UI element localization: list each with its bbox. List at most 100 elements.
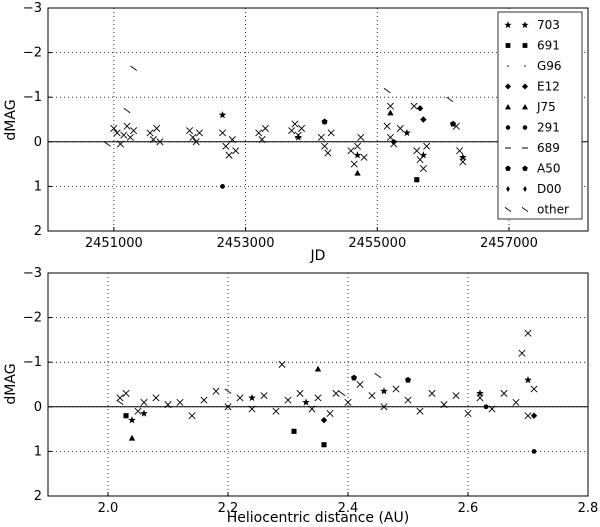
top-point-pentagon [321,118,328,125]
bottom-point-diamond [530,412,538,419]
legend-marker-circle [522,125,528,130]
bottom-point-tick [338,390,346,397]
bottom-point-diamond [320,416,328,424]
top-point-x [261,124,269,132]
bottom-xtick-label: 2.8 [578,501,599,516]
top-point-x [456,147,464,155]
bottom-point-triangle [314,365,322,372]
top-point-x [413,147,421,155]
legend-top: 703 691 G96 E12 J75 291 689 A50 D00 other [497,11,583,220]
top-point-x [192,138,200,146]
top-point-x [321,142,329,150]
plot-area-bottom [47,272,589,497]
top-point-star [353,151,362,159]
top-point-x [383,122,391,130]
bottom-point-x [284,396,292,404]
bottom-point-triangle [128,434,136,441]
top-ytick-label: 0 [34,135,42,150]
top-point-x [146,129,154,137]
top-point-x [419,165,427,173]
bottom-point-x [116,394,124,402]
bottom-point-x [440,401,448,409]
top-ytick-label: −1 [23,90,42,105]
top-point-x [288,127,296,135]
top-point-x [126,133,134,141]
bottom-point-x [476,394,484,402]
top-point-tick [446,96,454,103]
top-ytick-label: 1 [34,179,42,194]
bottom-point-x [332,389,340,397]
top-point-x [317,133,325,141]
top-point-tick [103,141,111,147]
top-point-x [459,158,467,166]
bottom-point-x [278,360,286,368]
top-point-star [459,153,467,161]
legend-marker-pentagon [522,165,528,171]
top-point-x [195,129,203,137]
chart-top: 2451000 2453000 2455000 2457000 −3 −2 −1 0 1 2 JD… [3,1,589,264]
bottom-point-x [140,398,148,406]
legend-marker-thin-diamond [506,186,510,192]
top-point-x [258,136,266,144]
chart-bottom: 2.0 2.2 2.4 2.6 2.8 −3 −2 −1 0 1 2 Heliocentric di… [3,266,598,526]
bottom-point-x [188,412,196,420]
bottom-point-square [291,428,297,434]
bottom-point-star [380,387,388,395]
bottom-point-x [464,409,472,418]
bottom-point-x [164,401,172,409]
top-xtick-label: 2457000 [480,236,538,251]
legend-label: 703 [537,18,560,32]
legend-marker-thin-diamond [523,186,527,192]
bottom-point-x [212,387,220,395]
top-point-x [360,153,368,161]
top-point-star [294,133,303,141]
legend-marker-circle [505,125,511,130]
top-point-x [350,160,358,168]
top-point-x [116,140,124,148]
legend-label: A50 [537,162,560,176]
bottom-point-x [524,329,532,337]
top-point-x [357,133,365,141]
top-point-circle [220,184,225,189]
bottom-point-x [368,392,376,400]
top-point-x [410,102,418,110]
top-point-triangle [387,109,394,116]
bottom-point-x [428,389,436,397]
bottom-point-x [356,380,364,389]
bottom-point-x [512,398,520,406]
bottom-xtick-label: 2.6 [458,501,479,516]
legend-frame [497,11,583,220]
bottom-point-x [380,403,388,411]
bottom-point-x [224,403,232,411]
legend-marker-square [505,43,511,48]
legend-marker-point [507,65,509,67]
top-point-x [189,133,197,141]
top-point-x [324,149,332,157]
top-point-x [255,129,263,137]
legend-label: 691 [537,39,560,53]
top-point-x [120,131,128,139]
bottom-ytick-label: −1 [23,355,42,370]
bottom-point-star [248,393,256,402]
bottom-point-x [326,409,334,418]
legend-label: J75 [536,100,556,114]
top-xtick-label: 2453000 [217,236,275,251]
top-point-x [130,127,138,135]
top-point-x [396,124,404,132]
top-point-star [403,128,411,137]
legend-label: G96 [537,59,562,73]
bottom-point-x [248,405,256,413]
bottom-point-x [296,389,304,397]
top-point-x [225,151,233,159]
bottom-xtick-label: 2.0 [98,501,119,516]
bottom-ytick-label: −3 [23,266,42,281]
bottom-point-x [122,389,130,397]
top-xtick-label: 2451000 [85,236,143,251]
top-point-x [228,136,236,144]
top-ytick-label: −2 [23,46,42,61]
legend-label: 291 [537,121,560,135]
top-point-x [353,142,362,150]
top-point-triangle [354,169,361,176]
top-point-x [386,133,394,141]
bottom-ytick-label: 0 [34,400,42,415]
